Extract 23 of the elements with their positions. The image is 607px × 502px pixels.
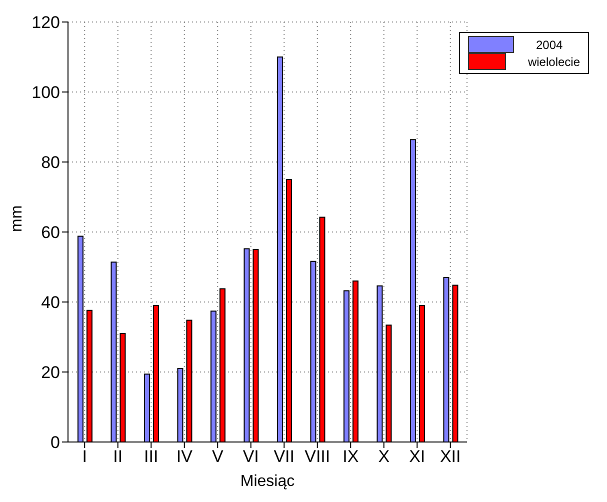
x-tick-label: XII xyxy=(440,447,461,466)
x-tick-label: II xyxy=(113,447,123,466)
x-axis-title: Miesiąc xyxy=(240,473,295,490)
y-tick-label: 20 xyxy=(41,363,60,382)
x-tick-label: VIII xyxy=(304,447,330,466)
legend-label: 2004 xyxy=(536,38,563,52)
y-tick-label: 0 xyxy=(50,433,60,452)
y-tick-label: 80 xyxy=(41,153,60,172)
y-tick-label: 100 xyxy=(32,83,60,102)
x-tick-label: VI xyxy=(242,447,259,466)
y-tick-label: 40 xyxy=(41,293,60,312)
y-axis-title: mm xyxy=(8,205,26,232)
x-tick-label: VII xyxy=(274,447,295,466)
x-tick-label: III xyxy=(144,447,158,466)
legend-label: wielolecie xyxy=(528,54,580,68)
y-tick-label: 120 xyxy=(32,13,60,32)
y-tick-label: 60 xyxy=(41,223,60,242)
x-tick-label: IV xyxy=(176,447,194,466)
x-tick-label: IX xyxy=(342,447,359,466)
x-tick-label: X xyxy=(378,447,390,466)
x-tick-label: XI xyxy=(409,447,426,466)
x-tick-label: I xyxy=(82,447,87,466)
x-tick-label: V xyxy=(212,447,224,466)
